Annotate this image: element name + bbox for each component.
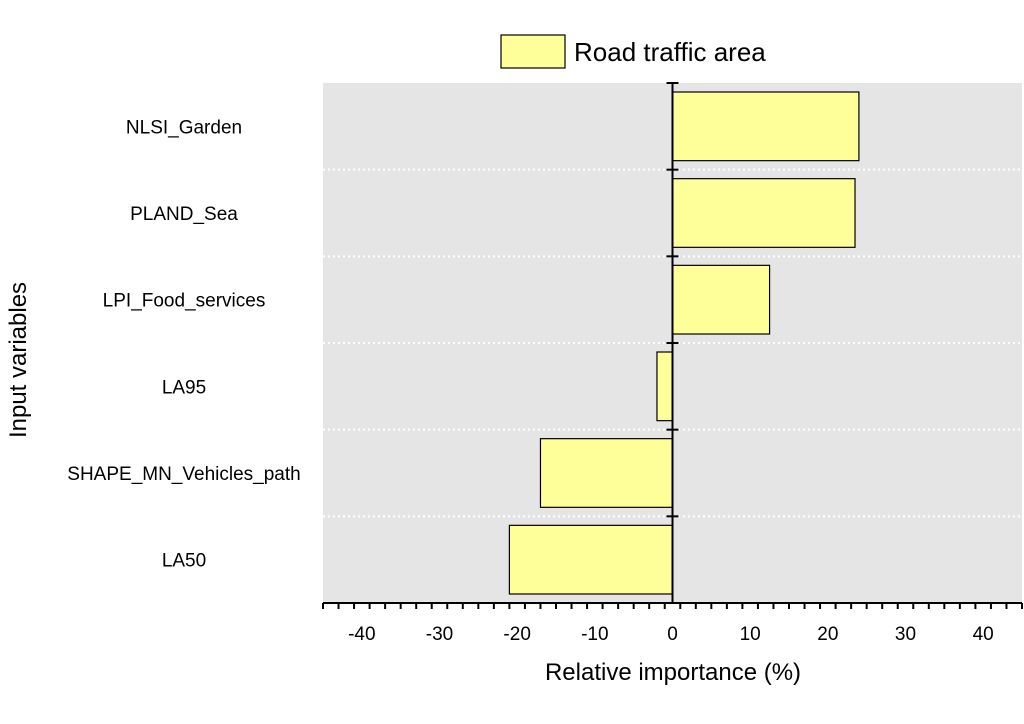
x-axis-title: Relative importance (%) bbox=[545, 659, 801, 686]
bar-pland-sea bbox=[671, 178, 856, 248]
category-label: LA95 bbox=[162, 377, 206, 398]
x-axis-ticks bbox=[322, 603, 1023, 609]
legend: Road traffic area bbox=[500, 34, 766, 69]
legend-swatch bbox=[500, 34, 566, 69]
x-tick-label: -40 bbox=[348, 624, 375, 645]
bar-la50 bbox=[508, 524, 674, 595]
category-label: PLAND_Sea bbox=[130, 204, 238, 225]
bar-la95 bbox=[656, 351, 674, 422]
legend-label: Road traffic area bbox=[574, 37, 766, 67]
x-tick-label: -20 bbox=[503, 624, 530, 645]
category-label: SHAPE_MN_Vehicles_path bbox=[67, 464, 300, 485]
x-tick-label: 40 bbox=[973, 624, 994, 645]
x-tick-label: 20 bbox=[817, 624, 838, 645]
category-label: LPI_Food_services bbox=[103, 291, 266, 312]
x-tick-label: -30 bbox=[426, 624, 453, 645]
bar-shape-mn-vehicles-path bbox=[539, 438, 674, 508]
bars bbox=[508, 91, 860, 595]
x-tick-label: 0 bbox=[667, 624, 678, 645]
category-labels: NLSI_Garden PLAND_Sea LPI_Food_services LA9… bbox=[67, 117, 300, 571]
x-tick-labels: -40 -30 -20 -10 0 10 20 30 40 bbox=[348, 624, 994, 645]
row-separators bbox=[323, 168, 1022, 518]
category-label: LA50 bbox=[162, 551, 206, 572]
x-tick-label: 30 bbox=[895, 624, 916, 645]
bar-lpi-food-services bbox=[671, 264, 771, 335]
x-tick-label: 10 bbox=[740, 624, 761, 645]
y-axis-title: Input variables bbox=[5, 282, 32, 438]
bar-nlsi-garden bbox=[671, 91, 860, 162]
x-tick-label: -10 bbox=[581, 624, 608, 645]
category-label: NLSI_Garden bbox=[126, 117, 242, 138]
